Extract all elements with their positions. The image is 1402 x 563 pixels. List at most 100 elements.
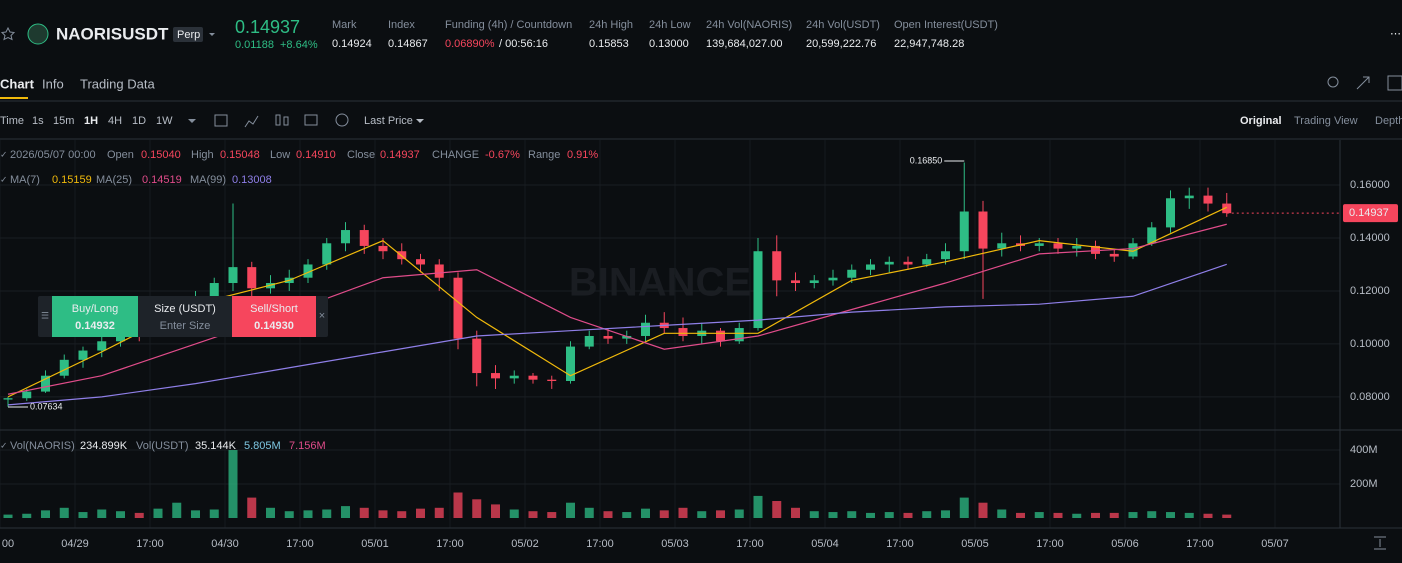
- drag-handle[interactable]: ☰: [41, 310, 49, 320]
- candle-icon[interactable]: [275, 114, 281, 126]
- caret[interactable]: [188, 119, 196, 123]
- view-tab[interactable]: Trading View: [1294, 115, 1358, 127]
- symbol[interactable]: NAORISUSDT: [56, 24, 169, 43]
- volume-bar: [828, 512, 838, 518]
- volume-bar: [603, 511, 613, 518]
- scale-icon[interactable]: [1374, 536, 1386, 550]
- coin-logo: [27, 23, 49, 45]
- interval[interactable]: 1H: [84, 115, 98, 127]
- buy-button[interactable]: [52, 296, 138, 337]
- volume-bar: [1053, 512, 1063, 518]
- stat-value: 22,947,748.28: [894, 38, 964, 50]
- view-tab[interactable]: Depth: [1375, 115, 1402, 127]
- ma-label: MA(25): [96, 174, 132, 186]
- interval[interactable]: Time: [0, 115, 24, 127]
- ohlc-label: High: [191, 149, 214, 161]
- candle-body: [566, 346, 575, 382]
- volume-bar: [134, 512, 144, 518]
- ohlc-label: CHANGE: [432, 149, 479, 161]
- badge-bg: [173, 27, 203, 42]
- indicator-icon[interactable]: [244, 115, 259, 128]
- stat-label: Funding (4h) / Countdown: [445, 19, 572, 31]
- volume-bar: [678, 507, 688, 518]
- ma-label: MA(7): [10, 174, 40, 186]
- star-icon[interactable]: [0, 26, 16, 41]
- candle-body: [1222, 203, 1232, 214]
- interval[interactable]: 1W: [156, 115, 173, 127]
- candle-body: [959, 211, 969, 252]
- candle-body: [509, 375, 519, 379]
- candle-icon[interactable]: [283, 116, 289, 126]
- volume-bar: [359, 507, 369, 518]
- close-icon[interactable]: ×: [319, 310, 325, 322]
- candle-body: [828, 277, 838, 281]
- volume-bar: [303, 510, 313, 518]
- countdown: / 00:56:16: [499, 38, 548, 50]
- x-tick-label: 05/07: [1261, 538, 1289, 550]
- candle-body: [678, 328, 688, 336]
- volume-bar: [41, 510, 50, 518]
- candle-body: [78, 350, 88, 360]
- interval[interactable]: 15m: [53, 115, 74, 127]
- volume-bar: [284, 511, 294, 518]
- price-type[interactable]: Last Price: [364, 115, 413, 127]
- layout-icon[interactable]: [1387, 75, 1402, 91]
- volume-bar: [228, 450, 238, 518]
- buy-label[interactable]: Buy/Long: [72, 303, 118, 315]
- volume-bar: [1147, 511, 1157, 518]
- volume-bar: [416, 508, 425, 518]
- size-input[interactable]: Enter Size: [160, 320, 211, 332]
- volume-bar: [472, 499, 482, 518]
- volume-bar: [397, 511, 407, 518]
- x-tick-label: 05/01: [361, 538, 389, 550]
- settings-icon[interactable]: [304, 114, 318, 126]
- caret[interactable]: [209, 33, 215, 36]
- candle-body: [884, 261, 894, 265]
- caret[interactable]: [416, 119, 424, 123]
- collapse-icon[interactable]: ✓: [0, 174, 8, 184]
- tab[interactable]: Chart: [0, 76, 35, 91]
- volume-bar: [903, 512, 913, 518]
- volume-bar: [247, 497, 257, 518]
- funding-rate: 0.06890%: [445, 38, 495, 50]
- volume-bar: [997, 509, 1007, 518]
- x-tick-label: 05/04: [811, 538, 839, 550]
- tab-underline: [0, 97, 28, 99]
- tab[interactable]: Info: [42, 76, 64, 91]
- collapse-icon[interactable]: ✓: [0, 149, 8, 159]
- calendar-icon[interactable]: [214, 114, 228, 127]
- x-tick-label: 00: [2, 538, 14, 550]
- interval[interactable]: 1s: [32, 115, 44, 127]
- sell-price[interactable]: 0.14930: [254, 320, 294, 332]
- more-icon[interactable]: ⋯: [1390, 28, 1401, 40]
- volume-bar: [809, 511, 819, 518]
- candle-body: [3, 398, 13, 400]
- gear-icon[interactable]: [335, 113, 349, 127]
- candle-body: [397, 251, 407, 260]
- interval[interactable]: 4H: [108, 115, 122, 127]
- ohlc-label: Open: [107, 149, 134, 161]
- bell-icon[interactable]: [1327, 76, 1339, 88]
- candle-body: [922, 259, 932, 265]
- interval[interactable]: 1D: [132, 115, 146, 127]
- tab[interactable]: Trading Data: [80, 76, 155, 91]
- view-tab[interactable]: Original: [1240, 115, 1282, 127]
- sell-label[interactable]: Sell/Short: [250, 303, 298, 315]
- y-tick-label: 0.12000: [1350, 285, 1390, 297]
- candle-body: [716, 330, 725, 342]
- high-label: 0.16850: [910, 155, 943, 165]
- candle-body: [903, 261, 913, 265]
- stat-label: Index: [388, 19, 415, 31]
- volume-bar: [622, 512, 632, 518]
- volume-bar: [566, 502, 575, 518]
- sell-button[interactable]: [232, 296, 316, 337]
- change: 0.01188: [235, 39, 274, 51]
- expand-icon[interactable]: [1356, 76, 1370, 90]
- y-tick-label: 0.14000: [1350, 232, 1390, 244]
- buy-price[interactable]: 0.14932: [75, 320, 115, 332]
- collapse-icon[interactable]: ✓: [0, 440, 8, 450]
- ma-value: 0.15159: [52, 174, 92, 186]
- volume-bar: [959, 497, 969, 518]
- ohlc-value: 0.15040: [141, 149, 181, 161]
